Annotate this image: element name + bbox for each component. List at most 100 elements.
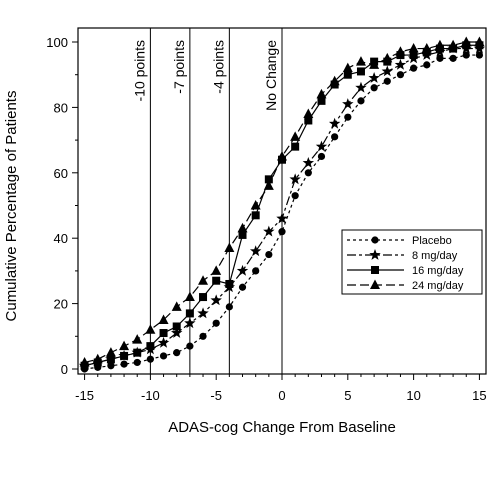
data-point-placebo <box>344 113 352 121</box>
data-point-24-mg-day <box>408 43 419 53</box>
data-point-placebo <box>396 71 405 79</box>
y-tick-label: 20 <box>54 297 68 312</box>
data-point-placebo <box>304 169 312 177</box>
y-tick-label: 60 <box>54 166 68 181</box>
data-point-24-mg-day <box>342 62 353 73</box>
data-point-placebo <box>357 97 365 105</box>
data-point-24-mg-day <box>211 265 222 275</box>
data-point-placebo <box>265 250 273 259</box>
data-point-placebo <box>159 352 168 360</box>
legend-label-16-mg-day: 16 mg/day <box>412 265 464 277</box>
data-point-placebo <box>186 342 194 350</box>
data-point-8-mg-day <box>394 58 407 70</box>
data-point-24-mg-day <box>461 36 472 46</box>
data-point-8-mg-day <box>236 264 249 276</box>
x-tick-label: -15 <box>75 388 94 403</box>
data-point-placebo <box>410 64 418 72</box>
data-point-8-mg-day <box>302 156 315 168</box>
data-point-16-mg-day <box>238 230 247 239</box>
y-axis-label: Cumulative Percentage of Patients <box>3 91 20 322</box>
data-point-placebo <box>423 61 431 69</box>
y-tick-label: 40 <box>54 231 68 246</box>
legend-marker-16-mg-day <box>371 266 379 274</box>
data-point-24-mg-day <box>421 43 432 53</box>
data-point-placebo <box>146 355 154 363</box>
reference-line-label: -4 points <box>210 40 226 94</box>
data-point-placebo <box>252 267 260 275</box>
x-tick-label: -5 <box>210 388 222 403</box>
data-point-16-mg-day <box>409 51 418 60</box>
data-point-16-mg-day <box>356 67 365 76</box>
reference-line-label: -7 points <box>171 40 187 94</box>
data-point-24-mg-day <box>237 222 248 233</box>
legend-marker-24-mg-day <box>370 279 380 289</box>
data-point-24-mg-day <box>224 242 235 253</box>
data-point-placebo <box>462 51 470 59</box>
data-point-24-mg-day <box>369 59 380 69</box>
data-point-24-mg-day <box>263 180 274 190</box>
data-point-8-mg-day <box>171 327 183 338</box>
data-point-16-mg-day <box>343 70 352 79</box>
data-point-24-mg-day <box>171 301 182 311</box>
data-point-24-mg-day <box>184 291 195 302</box>
data-point-placebo <box>278 228 286 236</box>
plot-area: 0 20 40 60 80 100 -15 -10 -5 0 5 10 15 ADAS-cog Chang… <box>3 27 487 436</box>
data-point-8-mg-day <box>263 225 275 237</box>
data-point-24-mg-day <box>434 39 445 50</box>
data-point-8-mg-day <box>342 98 354 109</box>
data-point-16-mg-day <box>264 175 273 184</box>
y-tick-label: 100 <box>46 35 68 50</box>
x-tick-label: 10 <box>406 388 420 403</box>
data-point-8-mg-day <box>315 140 328 152</box>
legend-marker-8-mg-day <box>369 249 381 260</box>
data-point-24-mg-day <box>382 52 393 63</box>
data-point-24-mg-day <box>132 334 143 344</box>
data-point-24-mg-day <box>395 46 406 56</box>
legend-marker-placebo <box>371 236 379 244</box>
legend-box <box>341 229 483 295</box>
data-point-8-mg-day <box>289 173 301 185</box>
y-tick-label: 80 <box>54 100 68 115</box>
data-point-16-mg-day <box>225 279 234 288</box>
data-point-16-mg-day <box>120 351 129 360</box>
data-point-8-mg-day <box>249 245 262 257</box>
data-point-8-mg-day <box>184 317 196 329</box>
data-point-placebo <box>133 358 141 367</box>
reference-line-label: No Change <box>263 40 279 111</box>
legend-label-24-mg-day: 24 mg/day <box>412 280 464 292</box>
data-point-placebo <box>370 84 378 92</box>
data-point-24-mg-day <box>105 347 116 357</box>
data-point-24-mg-day <box>198 275 209 285</box>
data-point-placebo <box>238 283 247 291</box>
data-point-24-mg-day <box>303 108 314 118</box>
x-axis-label: ADAS-cog Change From Baseline <box>168 419 396 436</box>
x-tick-label: 5 <box>344 388 351 403</box>
data-point-24-mg-day <box>250 200 261 210</box>
data-point-24-mg-day <box>158 314 169 324</box>
x-tick-label: 15 <box>472 388 486 403</box>
data-point-8-mg-day <box>368 71 380 83</box>
data-point-8-mg-day <box>197 307 209 319</box>
data-point-8-mg-day <box>157 336 170 348</box>
data-point-placebo <box>436 54 444 62</box>
x-tick-label: -10 <box>141 388 160 403</box>
data-point-placebo <box>199 332 207 340</box>
data-point-placebo <box>475 51 484 59</box>
data-point-24-mg-day <box>329 75 340 86</box>
data-point-24-mg-day <box>92 353 103 364</box>
data-point-8-mg-day <box>328 117 341 129</box>
reference-line-label: -10 points <box>131 40 147 101</box>
data-point-16-mg-day <box>133 348 142 357</box>
data-point-16-mg-day <box>304 116 313 125</box>
data-point-placebo <box>449 54 457 62</box>
data-point-16-mg-day <box>185 309 194 318</box>
data-point-16-mg-day <box>317 96 326 105</box>
data-point-16-mg-day <box>106 355 115 364</box>
data-point-16-mg-day <box>172 322 181 331</box>
data-point-16-mg-day <box>291 142 300 151</box>
data-point-8-mg-day <box>276 212 288 224</box>
data-point-placebo <box>173 349 181 357</box>
legend-label-8-mg-day: 8 mg/day <box>412 250 458 262</box>
data-point-16-mg-day <box>146 342 155 351</box>
